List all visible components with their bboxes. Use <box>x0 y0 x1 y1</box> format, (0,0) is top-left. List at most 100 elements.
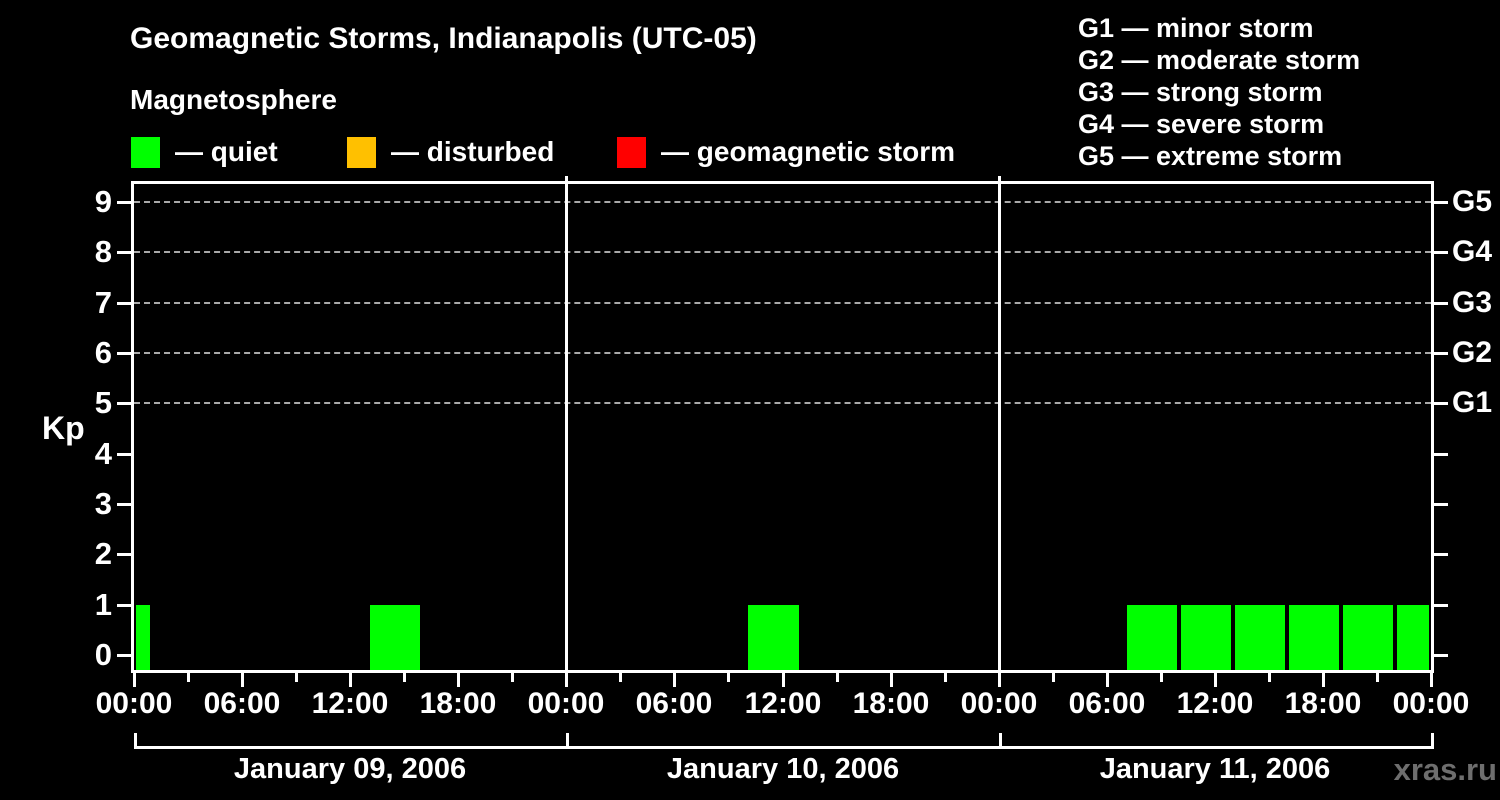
y-axis-tick <box>117 201 131 204</box>
time-tick-label: 12:00 <box>311 687 389 720</box>
x-axis-major-tick <box>1322 673 1325 687</box>
y-axis-tick <box>117 302 131 305</box>
x-axis-minor-tick <box>403 673 406 682</box>
y-tick-label: 3 <box>94 486 112 521</box>
kp-gridline-5 <box>134 402 1431 404</box>
page-title: Geomagnetic Storms, Indianapolis (UTC-05… <box>130 22 757 55</box>
g-scale-axis-label: G5 <box>1452 185 1493 218</box>
time-tick-label: 00:00 <box>95 687 173 720</box>
g-scale-axis-label: G1 <box>1452 386 1493 419</box>
storm-scale-g5: G5 — extreme storm <box>1078 141 1343 171</box>
x-axis-major-tick <box>998 673 1001 687</box>
x-axis-major-tick <box>1214 673 1217 687</box>
right-axis-tick <box>1434 402 1448 405</box>
x-axis-minor-tick <box>1376 673 1379 682</box>
y-axis-tick <box>117 604 131 607</box>
y-tick-label: 0 <box>94 637 112 672</box>
time-tick-label: 18:00 <box>1284 687 1362 720</box>
y-axis-tick <box>117 453 131 456</box>
kp-bar-day2-10h <box>748 605 799 670</box>
kp-bar-day3-10h <box>1181 605 1231 670</box>
x-axis-major-tick <box>782 673 785 687</box>
x-axis-major-tick <box>1430 673 1433 687</box>
right-axis-tick <box>1434 352 1448 355</box>
x-axis-minor-tick <box>511 673 514 682</box>
legend-item-storm: — geomagnetic storm <box>617 135 955 169</box>
x-axis-minor-tick <box>836 673 839 682</box>
y-axis-tick <box>117 503 131 506</box>
right-axis-tick <box>1434 654 1448 657</box>
x-axis-minor-tick <box>1268 673 1271 682</box>
y-tick-label: 6 <box>94 335 112 370</box>
right-axis-tick <box>1434 604 1448 607</box>
date-bracket-cap <box>999 733 1002 749</box>
x-axis-major-tick <box>1106 673 1109 687</box>
chart-subtitle: Magnetosphere <box>130 84 337 115</box>
storm-scale-g2: G2 — moderate storm <box>1078 45 1361 75</box>
kp-bar-day3-22h <box>1397 605 1429 670</box>
y-axis-tick <box>117 654 131 657</box>
y-axis-title: Kp <box>42 410 85 446</box>
y-tick-label: 7 <box>94 285 112 320</box>
time-tick-label: 06:00 <box>635 687 713 720</box>
y-axis-tick <box>117 402 131 405</box>
y-axis-tick <box>117 553 131 556</box>
y-axis-tick <box>117 352 131 355</box>
time-tick-label: 12:00 <box>744 687 822 720</box>
x-axis-major-tick <box>673 673 676 687</box>
y-tick-label: 2 <box>94 536 112 571</box>
time-tick-label: 00:00 <box>960 687 1038 720</box>
legend-label-storm: — geomagnetic storm <box>661 136 956 167</box>
x-axis-major-tick <box>133 673 136 687</box>
date-bracket <box>134 746 569 749</box>
time-tick-label: 18:00 <box>852 687 930 720</box>
y-tick-label: 9 <box>94 184 112 219</box>
x-axis-major-tick <box>241 673 244 687</box>
kp-gridline-6 <box>134 352 1431 354</box>
x-axis-minor-tick <box>727 673 730 682</box>
kp-gridline-9 <box>134 201 1431 203</box>
x-axis-major-tick <box>890 673 893 687</box>
date-label: January 11, 2006 <box>1099 753 1331 785</box>
legend-label-quiet: — quiet <box>175 136 278 167</box>
date-label: January 10, 2006 <box>666 753 900 785</box>
g-scale-axis-label: G2 <box>1452 336 1493 369</box>
x-axis-major-tick <box>349 673 352 687</box>
x-axis-minor-tick <box>619 673 622 682</box>
x-axis-major-tick <box>565 673 568 687</box>
time-tick-label: 12:00 <box>1176 687 1254 720</box>
day-divider <box>565 176 568 670</box>
y-tick-label: 8 <box>94 234 112 269</box>
y-tick-label: 5 <box>94 385 112 420</box>
kp-gridline-8 <box>134 251 1431 253</box>
g-scale-axis-label: G3 <box>1452 286 1493 319</box>
time-tick-label: 00:00 <box>527 687 605 720</box>
date-bracket-cap <box>134 733 137 749</box>
y-tick-label: 1 <box>94 587 112 622</box>
x-axis-minor-tick <box>1160 673 1163 682</box>
x-axis-minor-tick <box>944 673 947 682</box>
kp-bar-day3-13h <box>1235 605 1285 670</box>
disturbed-color-swatch <box>347 136 376 168</box>
plot-frame <box>131 181 1434 673</box>
legend-label-disturbed: — disturbed <box>391 136 555 167</box>
quiet-color-swatch <box>131 136 160 168</box>
kp-bar-day1-0h <box>136 605 150 670</box>
kp-bar-day3-19h <box>1343 605 1393 670</box>
watermark: xras.ru <box>1393 752 1497 787</box>
kp-gridline-7 <box>134 302 1431 304</box>
right-axis-tick <box>1434 553 1448 556</box>
date-bracket-cap <box>566 733 569 749</box>
y-axis-tick <box>117 251 131 254</box>
date-bracket <box>999 746 1434 749</box>
x-axis-minor-tick <box>1052 673 1055 682</box>
time-tick-label: 18:00 <box>419 687 497 720</box>
x-axis-minor-tick <box>187 673 190 682</box>
x-axis-minor-tick <box>295 673 298 682</box>
legend-item-quiet: — quiet <box>131 135 278 169</box>
storm-scale-g4: G4 — severe storm <box>1078 109 1325 139</box>
right-axis-tick <box>1434 251 1448 254</box>
storm-color-swatch <box>617 136 646 168</box>
